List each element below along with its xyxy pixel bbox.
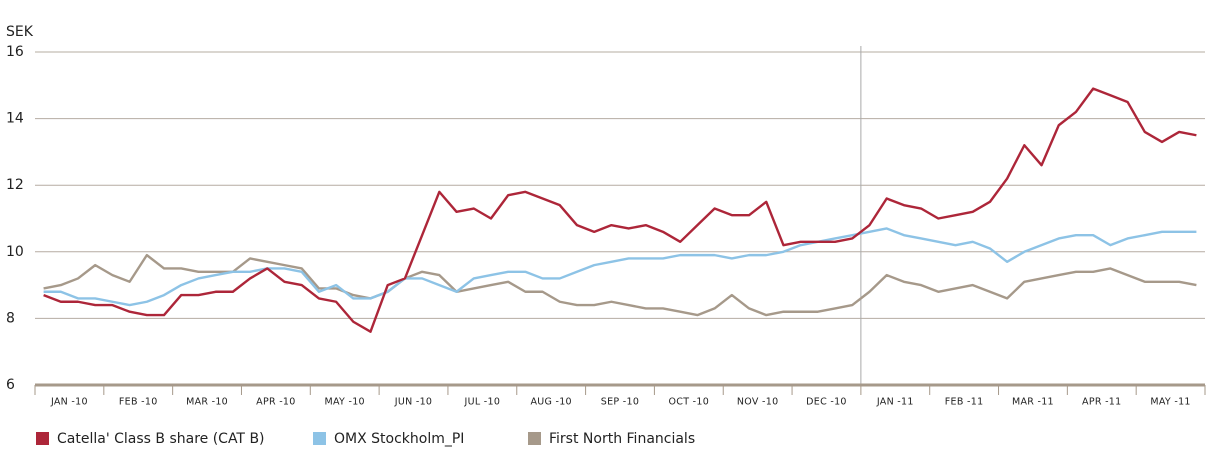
- x-tick-label: MAR -10: [186, 397, 228, 408]
- x-tick-label: AUG -10: [530, 397, 571, 408]
- legend-label: OMX Stockholm_PI: [334, 431, 464, 447]
- series-line: [43, 227, 1197, 307]
- x-tick-label: APR -11: [1082, 397, 1121, 408]
- y-tick-label: 12: [6, 177, 24, 193]
- x-tick-label: JAN -10: [50, 397, 88, 408]
- legend-swatch: [313, 432, 326, 445]
- x-tick-label: JAN -11: [876, 397, 914, 408]
- series-line: [43, 87, 1197, 333]
- x-tick-label: FEB -10: [119, 397, 158, 408]
- x-tick-label: OCT -10: [669, 397, 710, 408]
- x-tick-label: MAR -11: [1012, 397, 1054, 408]
- x-tick-label: MAY -10: [325, 397, 365, 408]
- y-axis-label: SEK: [6, 24, 34, 40]
- x-tick-label: APR -10: [256, 397, 295, 408]
- x-tick-label: FEB -11: [945, 397, 984, 408]
- x-tick-label: DEC -10: [806, 397, 847, 408]
- x-tick-label: NOV -10: [737, 397, 779, 408]
- legend-label: Catella' Class B share (CAT B): [57, 431, 265, 447]
- legend-label: First North Financials: [549, 431, 695, 447]
- legend-swatch: [36, 432, 49, 445]
- series-line: [43, 253, 1197, 317]
- y-tick-label: 6: [6, 377, 15, 393]
- x-tick-label: SEP -10: [601, 397, 639, 408]
- y-tick-label: 10: [6, 244, 24, 260]
- y-tick-label: 16: [6, 44, 24, 60]
- x-tick-label: MAY -11: [1150, 397, 1190, 408]
- x-tick-label: JUN -10: [394, 397, 433, 408]
- y-tick-label: 8: [6, 310, 15, 326]
- y-tick-label: 14: [6, 111, 24, 127]
- x-tick-label: JUL -10: [464, 397, 501, 408]
- legend-swatch: [528, 432, 541, 445]
